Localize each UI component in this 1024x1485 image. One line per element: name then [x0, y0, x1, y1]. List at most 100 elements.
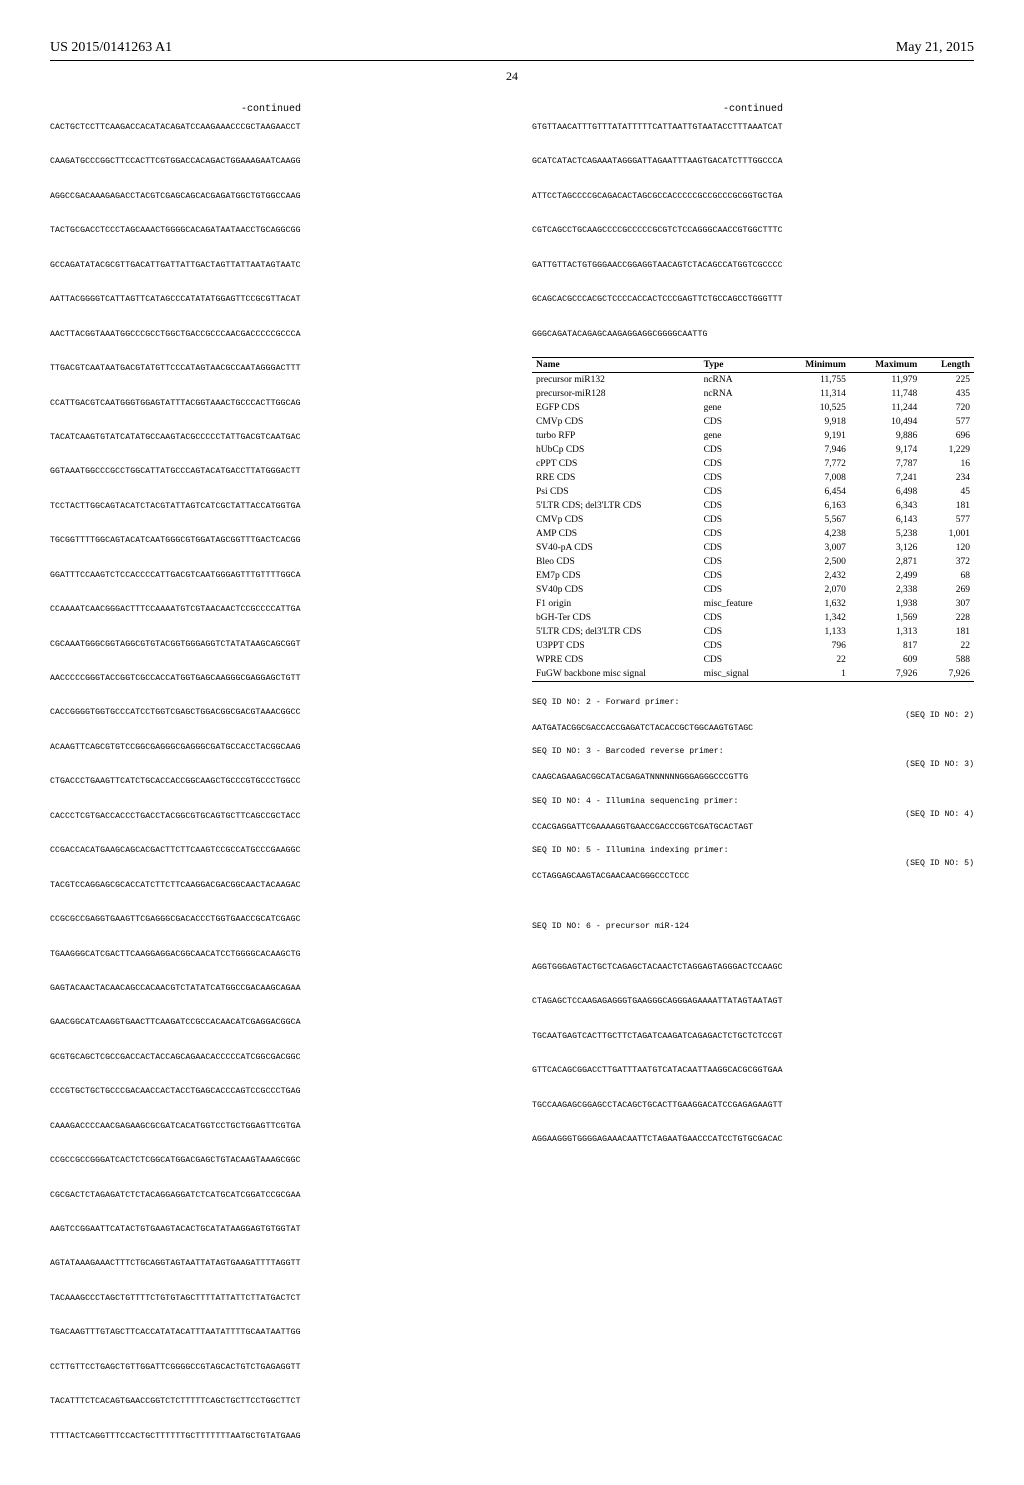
table-cell: U3PPT CDS: [532, 639, 700, 653]
table-cell: 7,241: [850, 471, 921, 485]
two-column-layout: -continued CACTGCTCCTTCAAGACCACATACAGATC…: [50, 104, 974, 1445]
table-cell: 1,569: [850, 611, 921, 625]
table-cell: 7,787: [850, 457, 921, 471]
table-cell: 4,238: [781, 527, 850, 541]
sequence-block-left: CACTGCTCCTTCAAGACCACATACAGATCCAAGAAACCCG…: [50, 119, 492, 1445]
table-cell: 7,926: [921, 667, 974, 682]
sequence-block-right-top: GTGTTAACATTTGTTTATATTTTTCATTAATTGTAATACC…: [532, 119, 974, 343]
table-cell: 577: [921, 513, 974, 527]
col-length: Length: [921, 357, 974, 372]
table-row: CMVp CDSCDS9,91810,494577: [532, 415, 974, 429]
table-cell: 2,338: [850, 583, 921, 597]
table-cell: 120: [921, 541, 974, 555]
table-cell: 7,772: [781, 457, 850, 471]
primer-block: SEQ ID NO: 4 - Illumina sequencing prime…: [532, 795, 974, 834]
table-cell: 1,133: [781, 625, 850, 639]
seq-id-tag: (SEQ ID NO: 5): [532, 857, 974, 870]
table-cell: 817: [850, 639, 921, 653]
primer-block: SEQ ID NO: 5 - Illumina indexing primer:…: [532, 844, 974, 883]
table-cell: 11,979: [850, 372, 921, 387]
table-row: hUbCp CDSCDS7,9469,1741,229: [532, 443, 974, 457]
table-cell: 6,163: [781, 499, 850, 513]
table-cell: 307: [921, 597, 974, 611]
table-cell: 234: [921, 471, 974, 485]
table-row: SV40-pA CDSCDS3,0073,126120: [532, 541, 974, 555]
seq6-title: SEQ ID NO: 6 - precursor miR-124: [532, 920, 974, 933]
table-cell: 1,632: [781, 597, 850, 611]
table-cell: 2,500: [781, 555, 850, 569]
table-cell: 6,343: [850, 499, 921, 513]
col-name: Name: [532, 357, 700, 372]
header-rule: [50, 60, 974, 61]
primer-title: SEQ ID NO: 2 - Forward primer:: [532, 696, 974, 709]
table-row: bGH-Ter CDSCDS1,3421,569228: [532, 611, 974, 625]
table-cell: CDS: [700, 513, 781, 527]
table-cell: bGH-Ter CDS: [532, 611, 700, 625]
table-cell: 6,143: [850, 513, 921, 527]
table-row: 5'LTR CDS; del3'LTR CDSCDS6,1636,343181: [532, 499, 974, 513]
table-cell: F1 origin: [532, 597, 700, 611]
table-cell: Bleo CDS: [532, 555, 700, 569]
table-cell: CMVp CDS: [532, 415, 700, 429]
table-cell: CDS: [700, 639, 781, 653]
table-cell: CDS: [700, 457, 781, 471]
table-cell: 5,567: [781, 513, 850, 527]
table-cell: SV40p CDS: [532, 583, 700, 597]
table-row: Bleo CDSCDS2,5002,871372: [532, 555, 974, 569]
seq-id-tag: (SEQ ID NO: 3): [532, 758, 974, 771]
table-cell: 6,498: [850, 485, 921, 499]
table-row: FuGW backbone misc signalmisc_signal17,9…: [532, 667, 974, 682]
seq6-block: SEQ ID NO: 6 - precursor miR-124 AGGTGGG…: [532, 893, 974, 1174]
table-cell: 1: [781, 667, 850, 682]
primer-title: SEQ ID NO: 4 - Illumina sequencing prime…: [532, 795, 974, 808]
table-cell: 3,126: [850, 541, 921, 555]
table-cell: CDS: [700, 499, 781, 513]
table-cell: precursor-miR128: [532, 387, 700, 401]
table-cell: 5,238: [850, 527, 921, 541]
table-cell: CDS: [700, 443, 781, 457]
table-cell: 45: [921, 485, 974, 499]
table-row: precursor-miR128ncRNA11,31411,748435: [532, 387, 974, 401]
table-cell: 22: [781, 653, 850, 667]
table-cell: CDS: [700, 625, 781, 639]
table-cell: 1,342: [781, 611, 850, 625]
table-cell: CDS: [700, 583, 781, 597]
table-row: EM7p CDSCDS2,4322,49968: [532, 569, 974, 583]
table-row: cPPT CDSCDS7,7727,78716: [532, 457, 974, 471]
table-cell: gene: [700, 429, 781, 443]
table-cell: 5'LTR CDS; del3'LTR CDS: [532, 625, 700, 639]
table-cell: CDS: [700, 471, 781, 485]
table-cell: 435: [921, 387, 974, 401]
table-cell: 2,871: [850, 555, 921, 569]
table-cell: CDS: [700, 653, 781, 667]
table-cell: WPRE CDS: [532, 653, 700, 667]
table-cell: 1,313: [850, 625, 921, 639]
table-cell: ncRNA: [700, 387, 781, 401]
table-cell: 696: [921, 429, 974, 443]
table-row: WPRE CDSCDS22609588: [532, 653, 974, 667]
table-cell: 9,918: [781, 415, 850, 429]
table-cell: 796: [781, 639, 850, 653]
table-cell: 609: [850, 653, 921, 667]
table-cell: FuGW backbone misc signal: [532, 667, 700, 682]
seq6-sequence: AGGTGGGAGTACTGCTCAGAGCTACAACTCTAGGAGTAGG…: [532, 959, 974, 1148]
table-cell: 269: [921, 583, 974, 597]
publication-date: May 21, 2015: [896, 40, 974, 56]
table-cell: 7,926: [850, 667, 921, 682]
table-cell: CDS: [700, 485, 781, 499]
continued-label-left: -continued: [50, 104, 492, 115]
table-cell: precursor miR132: [532, 372, 700, 387]
table-cell: 228: [921, 611, 974, 625]
table-cell: turbo RFP: [532, 429, 700, 443]
table-cell: CDS: [700, 611, 781, 625]
table-cell: hUbCp CDS: [532, 443, 700, 457]
table-cell: 7,008: [781, 471, 850, 485]
table-cell: 68: [921, 569, 974, 583]
table-cell: 720: [921, 401, 974, 415]
table-cell: EGFP CDS: [532, 401, 700, 415]
table-row: Psi CDSCDS6,4546,49845: [532, 485, 974, 499]
table-cell: 11,314: [781, 387, 850, 401]
table-cell: 11,748: [850, 387, 921, 401]
table-row: precursor miR132ncRNA11,75511,979225: [532, 372, 974, 387]
table-cell: Psi CDS: [532, 485, 700, 499]
